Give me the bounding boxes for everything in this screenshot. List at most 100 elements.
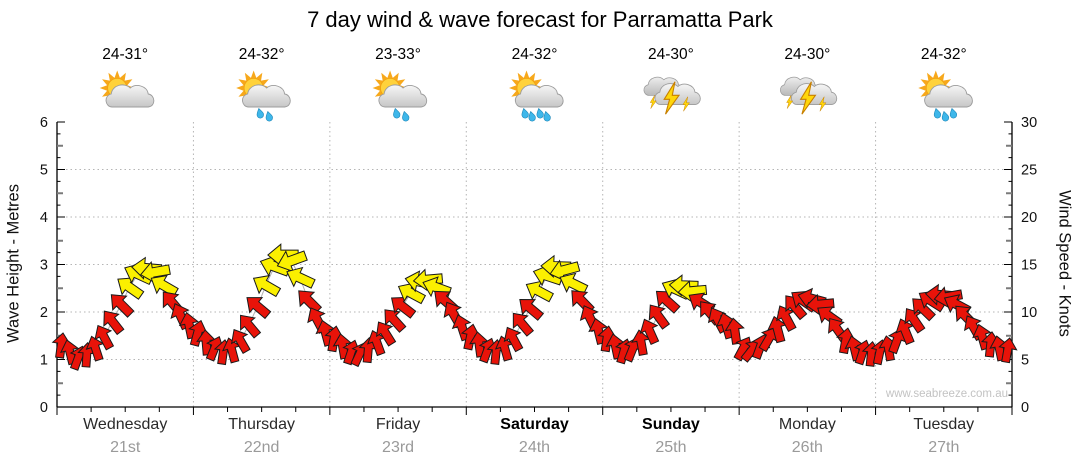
wave-tick-label: 3: [40, 258, 48, 274]
raindrop-icon: [393, 107, 401, 119]
cloud-icon: [242, 84, 291, 108]
weather-icon-sun-cloud-rain: [236, 70, 291, 122]
day-name: Monday: [779, 416, 836, 433]
wave-tick-label: 1: [40, 353, 48, 369]
temp-range: 24-32°: [512, 46, 558, 63]
wind-tick-label: 25: [1021, 163, 1037, 179]
wave-tick-label: 6: [40, 115, 48, 131]
cloud-icon: [790, 83, 838, 105]
y-ticks: 0 1 2 3 4 5 6 0 5 10 15 20 25 30: [40, 115, 1037, 416]
wind-arrow: [283, 262, 318, 293]
wind-arrow: [556, 268, 591, 299]
wind-tick-label: 10: [1021, 305, 1037, 321]
cloud-icon: [105, 84, 155, 108]
left-axis-title: Wave Height - Metres: [4, 184, 23, 343]
lightning-icon: [786, 95, 794, 109]
temp-range: 24-32°: [921, 46, 967, 63]
wind-arrow: [970, 322, 994, 351]
temp-range: 24-31°: [102, 46, 148, 63]
raindrop-icon: [543, 110, 551, 122]
day-name: Tuesday: [913, 416, 974, 433]
wind-arrow: [506, 307, 537, 339]
raindrop-icon: [265, 110, 273, 122]
day-name: Saturday: [500, 416, 569, 433]
wind-arrow: [292, 284, 325, 317]
lightning-icon: [818, 96, 827, 112]
weather-icon-sun-cloud-rain: [918, 70, 973, 122]
wind-arrow: [249, 270, 284, 302]
wind-arrow: [226, 325, 254, 356]
day-labels: Wednesday 21st Thursday 22nd Friday 23rd Satur…: [83, 416, 974, 456]
wave-tick-label: 4: [40, 210, 48, 226]
day-date: 23rd: [382, 439, 414, 456]
wave-tick-label: 0: [40, 400, 48, 416]
day-name: Sunday: [642, 416, 700, 433]
wind-arrow: [997, 336, 1018, 363]
wind-arrow: [724, 317, 746, 345]
wind-arrow: [899, 303, 929, 335]
day-date: 24th: [519, 439, 550, 456]
wind-arrow: [636, 316, 663, 347]
wind-arrow: [241, 290, 274, 322]
lightning-icon: [682, 96, 690, 112]
weather-icon-sun-cloud: [99, 70, 155, 108]
wind-arrow: [233, 309, 264, 341]
wind-tick-label: 15: [1021, 258, 1037, 274]
wind-arrow: [97, 305, 128, 337]
cloud-icon: [514, 84, 564, 108]
raindrop-icon: [933, 107, 942, 119]
wind-arrow: [499, 323, 527, 354]
lightning-icon: [649, 95, 657, 109]
temp-range: 24-32°: [239, 46, 285, 63]
weather-icon-storm: [780, 76, 838, 115]
cloud-icon: [654, 83, 701, 105]
wind-tick-label: 20: [1021, 210, 1037, 226]
x-ticks: [56, 407, 1013, 415]
wind-arrow: [378, 304, 410, 336]
temp-range: 23-33°: [375, 46, 421, 63]
raindrop-icon: [536, 107, 544, 119]
wave-tick-label: 5: [40, 163, 48, 179]
wind-arrow: [514, 292, 547, 324]
temp-range: 24-30°: [648, 46, 694, 63]
weather-icon-sun-cloud-rain: [372, 70, 428, 122]
right-axis-title: Wind Speed - Knots: [1055, 190, 1074, 337]
wind-arrow: [643, 299, 674, 332]
wave-tick-label: 2: [40, 305, 48, 321]
raindrop-icon: [402, 110, 410, 122]
wind-arrow: [371, 317, 400, 348]
day-date: 27th: [928, 439, 959, 456]
day-headers: 24-31° 24-32° 23-33° 24-32° 24-30° 24-30° 24-3…: [99, 46, 973, 122]
day-name: Thursday: [228, 416, 295, 433]
wind-arrow: [83, 334, 107, 363]
temp-range: 24-30°: [784, 46, 830, 63]
raindrop-icon: [949, 107, 958, 119]
wind-arrow: [146, 270, 181, 302]
wind-tick-label: 30: [1021, 115, 1037, 131]
wind-series: [51, 244, 1019, 372]
watermark: www.seabreeze.com.au: [885, 388, 1008, 400]
wind-arrow: [90, 321, 118, 352]
raindrop-icon: [941, 110, 950, 122]
wind-arrow: [892, 316, 919, 347]
raindrop-icon: [521, 107, 529, 119]
day-date: 26th: [792, 439, 823, 456]
lightning-icon: [799, 81, 817, 115]
wind-arrow: [771, 302, 800, 334]
day-date: 25th: [655, 439, 686, 456]
lightning-icon: [663, 81, 681, 115]
day-name: Friday: [376, 416, 420, 433]
raindrop-icon: [256, 107, 264, 119]
day-date: 22nd: [244, 439, 280, 456]
wind-arrow: [104, 288, 137, 321]
weather-icon-storm: [643, 76, 701, 115]
cloud-icon: [378, 84, 428, 108]
wind-tick-label: 0: [1021, 400, 1029, 416]
cloud-icon: [924, 84, 973, 108]
raindrop-icon: [528, 110, 536, 122]
day-date: 21st: [110, 439, 141, 456]
day-name: Wednesday: [83, 416, 167, 433]
weather-icon-sun-cloud-rain: [509, 70, 564, 122]
